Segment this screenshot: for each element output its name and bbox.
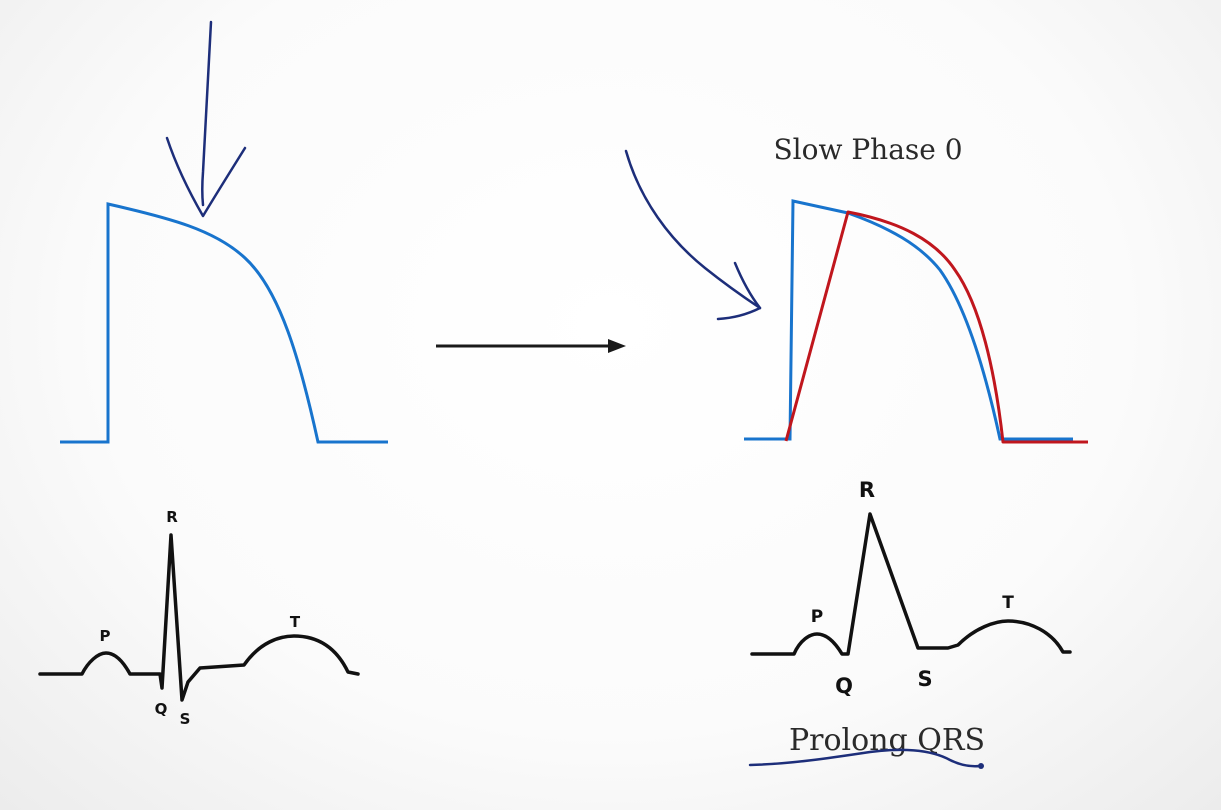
right-ecg-label-p: P (811, 607, 823, 627)
prolong-qrs-caption: Prolong QRS (789, 723, 985, 758)
transition-arrow-head (608, 339, 626, 353)
right-ecg-label-t: T (1002, 593, 1014, 613)
slow-phase-title: Slow Phase 0 (773, 133, 962, 166)
handdrawn-down-arrow (165, 20, 247, 218)
handdrawn-curved-arrow (624, 149, 762, 321)
left-ecg-label-t: T (290, 613, 301, 631)
left-ecg-label-q: Q (155, 700, 168, 718)
slow-phase0-action-potential-curve (784, 210, 1088, 444)
handdrawn-underline (748, 748, 984, 769)
normal-ecg-trace (38, 533, 360, 702)
left-ecg-label-p: P (100, 627, 111, 645)
left-ecg-label-s: S (180, 710, 191, 728)
handdrawn-curved-arrow-head (716, 261, 762, 321)
handdrawn-curved-arrow-shaft (624, 149, 762, 310)
handdrawn-down-arrow-head (165, 136, 247, 218)
normal-action-potential-curve-overlay (744, 199, 1073, 441)
normal-action-potential-curve (60, 202, 388, 444)
handdrawn-underline-dot (978, 763, 984, 769)
right-ecg-label-q: Q (835, 674, 853, 698)
left-ecg-label-r: R (166, 508, 178, 526)
transition-arrow (436, 339, 626, 353)
prolonged-qrs-ecg-trace (750, 512, 1072, 656)
right-ecg-label-s: S (917, 667, 932, 691)
handdrawn-underline-stroke (748, 748, 982, 768)
right-ecg-label-r: R (859, 478, 875, 502)
handdrawn-down-arrow-shaft (201, 20, 213, 207)
